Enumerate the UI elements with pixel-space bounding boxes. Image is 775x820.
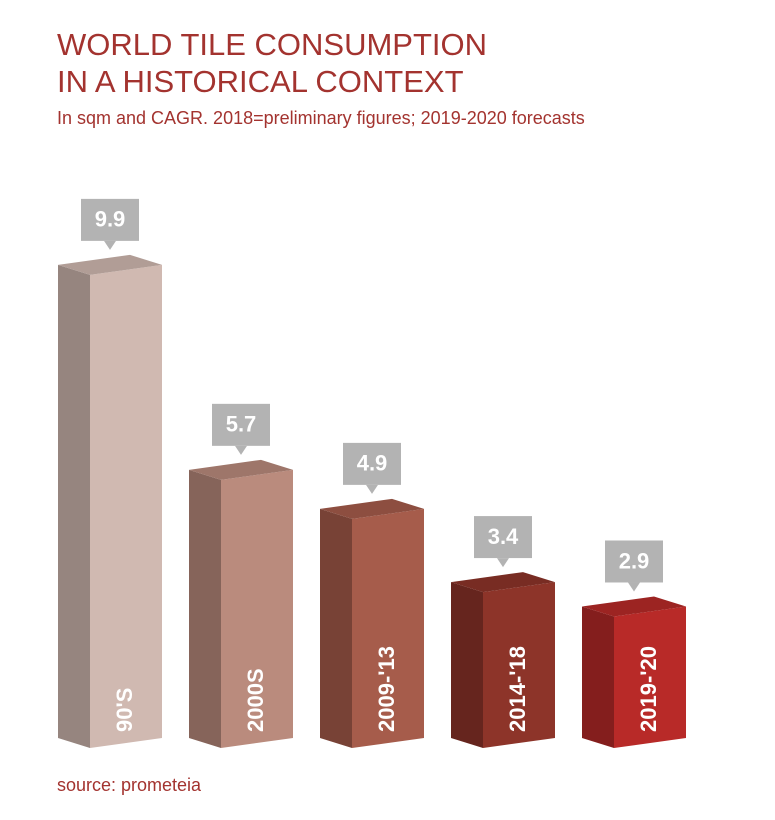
- callout-pointer: [628, 582, 640, 592]
- source-note: source: prometeia: [57, 775, 202, 795]
- value-callout: [343, 442, 401, 485]
- category-label: 2019-'20: [636, 646, 661, 732]
- bar: [90, 264, 162, 748]
- bar-group: 9.9 90'S: [58, 198, 162, 748]
- value-callout: [81, 198, 139, 241]
- bar: [483, 582, 555, 748]
- category-label: 2009-'13: [374, 646, 399, 732]
- callout-pointer: [366, 484, 378, 494]
- bar-top: [189, 459, 293, 480]
- bar-group: 3.4 2014-'18: [451, 516, 555, 748]
- bar-top: [451, 572, 555, 593]
- bar: [614, 606, 686, 748]
- bar-group: 4.9 2009-'13: [320, 442, 424, 748]
- value-callout: [474, 516, 532, 559]
- bar-top: [582, 596, 686, 617]
- value-label: 9.9: [95, 207, 126, 232]
- bar-side: [320, 508, 352, 748]
- bar-top: [58, 254, 162, 275]
- category-label: 2014-'18: [505, 646, 530, 732]
- bar-top: [320, 498, 424, 519]
- category-label: 90'S: [112, 688, 137, 732]
- callout-pointer: [497, 558, 509, 568]
- bar: [221, 469, 293, 748]
- bar-side: [189, 469, 221, 748]
- category-label: 2000S: [243, 668, 268, 732]
- chart-title-line: IN A HISTORICAL CONTEXT: [57, 64, 464, 99]
- chart-title-line: WORLD TILE CONSUMPTION: [57, 27, 487, 62]
- bar-group: 5.7 2000S: [189, 403, 293, 748]
- value-label: 3.4: [488, 524, 519, 549]
- bar-group: 2.9 2019-'20: [582, 540, 686, 748]
- value-label: 4.9: [357, 451, 388, 476]
- bar: [352, 508, 424, 748]
- value-callout: [605, 540, 663, 583]
- value-label: 5.7: [226, 412, 257, 437]
- bar-side: [451, 582, 483, 748]
- value-label: 2.9: [619, 548, 650, 573]
- bar-side: [582, 606, 614, 748]
- callout-pointer: [104, 240, 116, 250]
- chart-subtitle: In sqm and CAGR. 2018=preliminary figure…: [57, 108, 585, 128]
- value-callout: [212, 403, 270, 446]
- bar-side: [58, 264, 90, 748]
- callout-pointer: [235, 445, 247, 455]
